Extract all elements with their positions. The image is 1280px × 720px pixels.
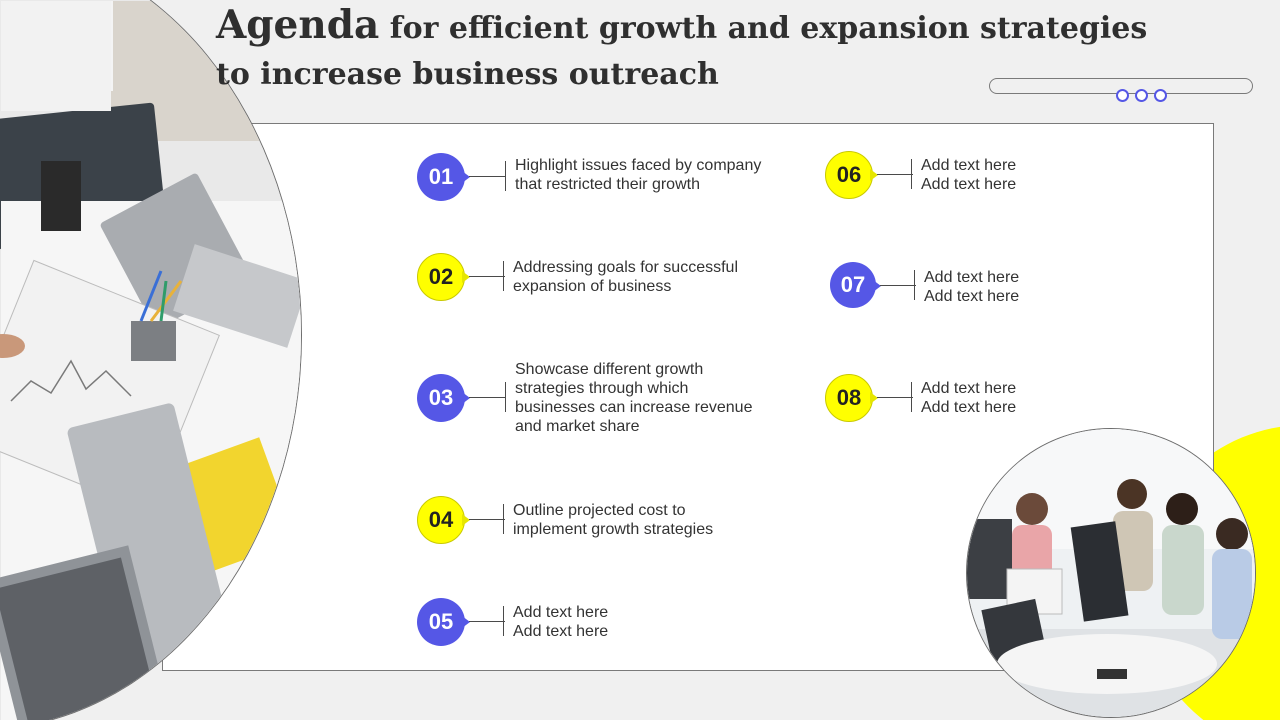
connector-line xyxy=(877,174,913,175)
connector-cap xyxy=(503,261,504,291)
agenda-text-line: implement growth strategies xyxy=(513,521,714,538)
decorative-dot xyxy=(1116,89,1129,102)
agenda-number-badge: 06 xyxy=(825,151,873,199)
agenda-item-06: 06 Add text here Add text here xyxy=(825,136,1205,216)
badge-pointer xyxy=(462,514,470,526)
agenda-item-text: Showcase different growth strategies thr… xyxy=(515,360,795,436)
agenda-text-line: expansion of business xyxy=(513,278,672,295)
agenda-text-line: Add text here xyxy=(924,288,1020,305)
agenda-item-text: Outline projected cost to implement grow… xyxy=(513,501,793,539)
badge-pointer xyxy=(870,392,878,404)
agenda-number-badge: 05 xyxy=(417,598,465,646)
agenda-text-line: Add text here xyxy=(921,380,1017,397)
connector-line xyxy=(469,176,505,177)
agenda-text-line: Highlight issues faced by company xyxy=(515,157,762,174)
connector-line xyxy=(469,621,505,622)
title-first-word: Agenda xyxy=(216,2,380,48)
office-desk-illustration xyxy=(0,0,301,720)
agenda-item-text: Addressing goals for successful expansio… xyxy=(513,258,793,296)
agenda-text-line: Showcase different growth xyxy=(515,361,704,378)
agenda-item-text: Add text here Add text here xyxy=(924,268,1204,306)
agenda-item-08: 08 Add text here Add text here xyxy=(825,359,1205,439)
agenda-item-05: 05 Add text here Add text here xyxy=(417,583,797,663)
agenda-item-03: 03 Showcase different growth strategies … xyxy=(417,360,797,450)
agenda-text-line: Add text here xyxy=(924,269,1020,286)
connector-cap xyxy=(914,270,915,300)
agenda-item-02: 02 Addressing goals for successful expan… xyxy=(417,238,797,318)
connector-line xyxy=(877,397,913,398)
connector-cap xyxy=(503,606,504,636)
agenda-text-line: Add text here xyxy=(513,604,609,621)
badge-pointer xyxy=(462,171,470,183)
slide-title: Agenda for efficient growth and expansio… xyxy=(216,2,1176,98)
connector-cap xyxy=(505,382,506,412)
badge-pointer xyxy=(870,169,878,181)
badge-pointer xyxy=(462,271,470,283)
connector-line xyxy=(469,276,505,277)
agenda-item-text: Add text here Add text here xyxy=(921,156,1201,194)
agenda-text-line: and market share xyxy=(515,418,640,435)
agenda-text-line: Addressing goals for successful xyxy=(513,259,738,276)
badge-pointer xyxy=(873,280,881,292)
connector-cap xyxy=(503,504,504,534)
agenda-number-badge: 01 xyxy=(417,153,465,201)
agenda-text-line: Outline projected cost to xyxy=(513,502,686,519)
agenda-text-line: that restricted their growth xyxy=(515,176,700,193)
agenda-item-04: 04 Outline projected cost to implement g… xyxy=(417,481,797,561)
decorative-dot xyxy=(1135,89,1148,102)
connector-cap xyxy=(911,382,912,412)
right-team-photo xyxy=(966,428,1256,718)
agenda-number-badge: 02 xyxy=(417,253,465,301)
badge-pointer xyxy=(462,392,470,404)
agenda-item-07: 07 Add text here Add text here xyxy=(830,248,1210,328)
agenda-text-line: Add text here xyxy=(921,399,1017,416)
connector-cap xyxy=(911,159,912,189)
decorative-dot xyxy=(1154,89,1167,102)
agenda-number-badge: 03 xyxy=(417,374,465,422)
agenda-text-line: Add text here xyxy=(921,176,1017,193)
agenda-item-01: 01 Highlight issues faced by company tha… xyxy=(417,138,797,218)
agenda-text-line: Add text here xyxy=(513,623,609,640)
agenda-number-badge: 04 xyxy=(417,496,465,544)
connector-line xyxy=(880,285,916,286)
badge-pointer xyxy=(462,616,470,628)
left-office-photo xyxy=(0,0,302,720)
agenda-text-line: Add text here xyxy=(921,157,1017,174)
agenda-item-text: Add text here Add text here xyxy=(513,603,793,641)
connector-cap xyxy=(505,161,506,191)
agenda-item-text: Highlight issues faced by company that r… xyxy=(515,156,795,194)
team-meeting-illustration xyxy=(967,429,1255,717)
connector-line xyxy=(469,519,505,520)
connector-line xyxy=(469,397,505,398)
agenda-text-line: businesses can increase revenue xyxy=(515,399,753,416)
agenda-number-badge: 08 xyxy=(825,374,873,422)
agenda-item-text: Add text here Add text here xyxy=(921,379,1201,417)
agenda-number-badge: 07 xyxy=(830,262,876,308)
agenda-text-line: strategies through which xyxy=(515,380,689,397)
title-rest: for efficient growth and expansion strat… xyxy=(216,11,1148,92)
